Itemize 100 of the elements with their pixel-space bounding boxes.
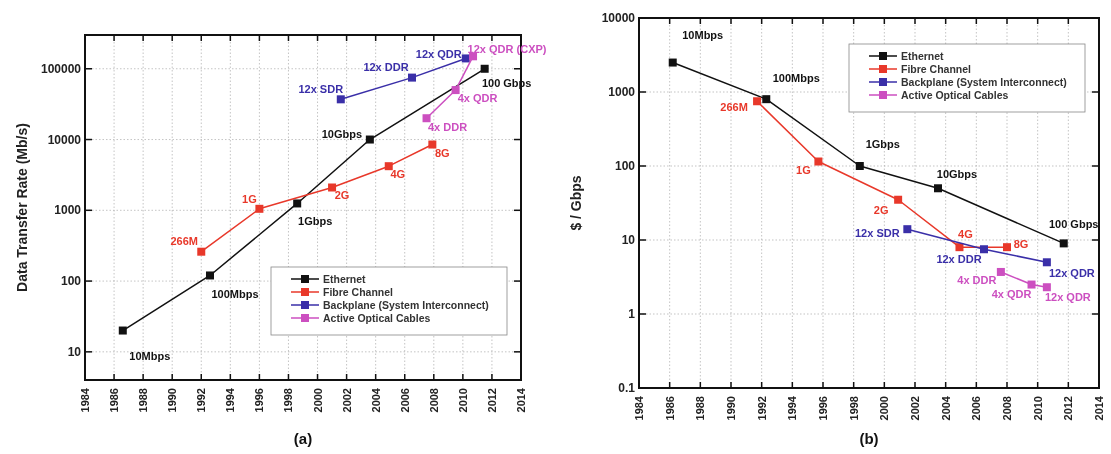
x-tick-label: 2012 — [485, 388, 498, 413]
annotation: 100 Gbps — [1048, 218, 1099, 231]
x-tick-label: 1996 — [817, 396, 829, 421]
point — [814, 157, 823, 166]
point — [980, 245, 988, 254]
annotation: 4G — [958, 228, 973, 241]
x-tick-label: 1984 — [79, 387, 91, 413]
x-tick-label: 2006 — [398, 388, 411, 413]
text: (a) — [293, 430, 313, 447]
point — [762, 95, 771, 104]
legend-label: Fibre Channel — [901, 63, 972, 75]
annotation: 12x QDR — [1048, 267, 1095, 280]
y-tick-label: 1000 — [54, 203, 82, 218]
annotation: 10Gbps — [321, 127, 363, 140]
x-tick-label: 2000 — [311, 388, 324, 413]
x-tick-label: 2006 — [970, 396, 983, 421]
x-tick-label: 2014 — [1093, 395, 1105, 421]
annotation: 10Gbps — [936, 168, 978, 181]
annotation: 10Mbps — [682, 28, 724, 41]
annotation: 4x DDR — [957, 273, 997, 286]
x-tick-label: 1998 — [847, 396, 860, 421]
x-tick-label: 2014 — [515, 387, 527, 413]
x-tick-label: 1990 — [166, 388, 179, 413]
x-tick-label: 2004 — [939, 395, 952, 421]
annotation: 266M — [170, 234, 199, 247]
x-tick-label: 2008 — [427, 388, 440, 413]
y-tick-label: 10000 — [601, 11, 636, 25]
legend-label: Active Optical Cables — [323, 312, 431, 324]
point — [1003, 243, 1011, 252]
x-tick-label: 1994 — [224, 387, 237, 413]
point — [668, 58, 677, 67]
point — [753, 97, 762, 106]
point — [480, 64, 489, 73]
x-tick-label: 1990 — [725, 396, 737, 421]
x-tick-label: 1988 — [694, 396, 707, 421]
point — [365, 135, 374, 144]
y-tick-label: 100 — [614, 159, 636, 173]
annotation: 8G — [435, 146, 450, 159]
annotation: 12x SDR — [298, 83, 344, 96]
y-tick-label: 10 — [621, 233, 636, 247]
legend-label: Ethernet — [323, 273, 367, 285]
y-tick-label: 10 — [67, 344, 82, 359]
x-tick-label: 1992 — [755, 396, 768, 421]
y-tick-label: 1000 — [608, 85, 636, 99]
annotation: 266M — [720, 101, 748, 114]
x-tick-label: 2002 — [340, 388, 353, 413]
annotation: 4x DDR — [427, 121, 468, 134]
point — [894, 195, 903, 204]
x-tick-label: 1988 — [137, 388, 150, 413]
legend-label: Backplane (System Interconnect) — [323, 299, 489, 311]
annotation: 12x SDR — [855, 227, 900, 240]
x-tick-label: 2000 — [878, 396, 891, 421]
y-tick-label: 10000 — [47, 132, 82, 147]
y-tick-label: 1 — [628, 307, 636, 321]
annotation: 8G — [1013, 238, 1029, 251]
annotation: 12x DDR — [936, 253, 982, 266]
point — [336, 95, 345, 104]
point — [1042, 258, 1051, 267]
point — [1059, 239, 1068, 248]
annotation: 100Mbps — [772, 72, 820, 85]
legend-label: Fibre Channel — [323, 286, 394, 298]
annotation: 1Gbps — [298, 215, 333, 228]
point — [903, 225, 912, 234]
point — [934, 184, 942, 193]
point — [1027, 280, 1036, 289]
y-tick-label: 100 — [60, 274, 82, 289]
legend-label: Backplane (System Interconnect) — [901, 76, 1067, 88]
annotation: 12x QDR — [1044, 291, 1091, 304]
annotation: 100Mbps — [211, 288, 259, 301]
y-axis-title: $ / Gbps — [568, 175, 584, 231]
annotation: 12x QDR — [415, 48, 462, 61]
annotation: 1G — [796, 163, 811, 176]
x-tick-label: 1998 — [282, 388, 295, 413]
point — [197, 247, 206, 256]
point — [255, 204, 264, 213]
point — [205, 271, 214, 280]
y-tick-label: 0.1 — [618, 381, 636, 395]
x-tick-label: 1994 — [786, 395, 799, 421]
annotation: 2G — [873, 203, 889, 216]
x-tick-label: 2012 — [1062, 396, 1075, 421]
legend-label: Active Optical Cables — [901, 89, 1009, 101]
x-tick-label: 1984 — [633, 395, 645, 421]
x-tick-label: 2002 — [909, 396, 921, 421]
annotation: 2G — [334, 189, 350, 202]
x-tick-label: 2010 — [1031, 396, 1044, 421]
point — [422, 114, 431, 123]
annotation: 10Mbps — [129, 349, 171, 362]
annotation: 4x QDR — [457, 92, 498, 105]
x-tick-label: 2010 — [456, 388, 469, 413]
x-tick-label: 1986 — [108, 388, 121, 413]
text: (b) — [859, 430, 879, 447]
point — [955, 243, 964, 252]
annotation: 1G — [242, 192, 257, 205]
annotation: 1Gbps — [865, 138, 900, 150]
x-tick-label: 1992 — [195, 388, 208, 413]
point — [451, 86, 460, 95]
point — [408, 73, 416, 82]
point — [293, 199, 302, 208]
x-tick-label: 1986 — [663, 396, 676, 421]
point — [855, 162, 864, 170]
